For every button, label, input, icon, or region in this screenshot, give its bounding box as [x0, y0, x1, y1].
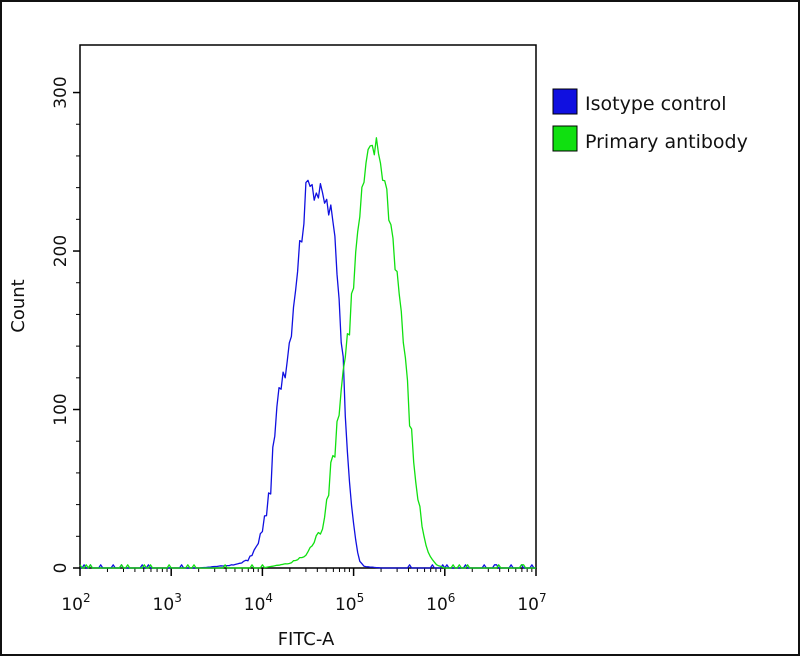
- y-tick-label: 100: [51, 393, 71, 425]
- x-tick-label-base: 10: [517, 595, 539, 615]
- x-tick-label-exponent: 7: [539, 591, 547, 605]
- y-tick-label: 0: [51, 563, 71, 574]
- x-tick-label: 104: [244, 591, 273, 615]
- series-lines: [79, 137, 536, 569]
- x-tick-label-base: 10: [61, 595, 83, 615]
- y-axis-title: Count: [8, 279, 29, 332]
- x-axis-title: FITC-A: [278, 629, 335, 650]
- y-tick-label: 300: [51, 76, 71, 108]
- y-axis: 0 100 200 300: [51, 76, 80, 573]
- x-tick-label-base: 10: [244, 595, 266, 615]
- x-tick-label-exponent: 5: [357, 591, 365, 605]
- x-tick-label: 103: [153, 591, 182, 615]
- x-tick-label: 106: [426, 591, 455, 615]
- x-tick-label-exponent: 3: [174, 591, 182, 605]
- x-tick-label-exponent: 4: [265, 591, 273, 605]
- x-tick-label-exponent: 6: [448, 591, 456, 605]
- x-tick-label-base: 10: [153, 595, 175, 615]
- legend-label-isotype-control: Isotype control: [585, 93, 726, 115]
- legend: Isotype control Primary antibody: [552, 88, 748, 153]
- x-tick-label: 102: [61, 591, 90, 615]
- series-line-isotype-control: [80, 179, 536, 569]
- x-tick-label-exponent: 2: [83, 591, 91, 605]
- series-line-primary-antibody: [79, 137, 536, 569]
- legend-swatch-primary-antibody: [552, 125, 578, 152]
- x-tick-label: 107: [517, 591, 546, 615]
- x-axis: 102 103 104 105 106 107: [61, 568, 547, 615]
- x-tick-label-base: 10: [426, 595, 448, 615]
- y-tick-label: 200: [51, 235, 71, 267]
- plot-area: [79, 44, 537, 569]
- x-tick-label-base: 10: [335, 595, 357, 615]
- legend-swatch-isotype-control: [552, 88, 578, 115]
- legend-label-primary-antibody: Primary antibody: [585, 131, 748, 153]
- x-tick-label: 105: [335, 591, 364, 615]
